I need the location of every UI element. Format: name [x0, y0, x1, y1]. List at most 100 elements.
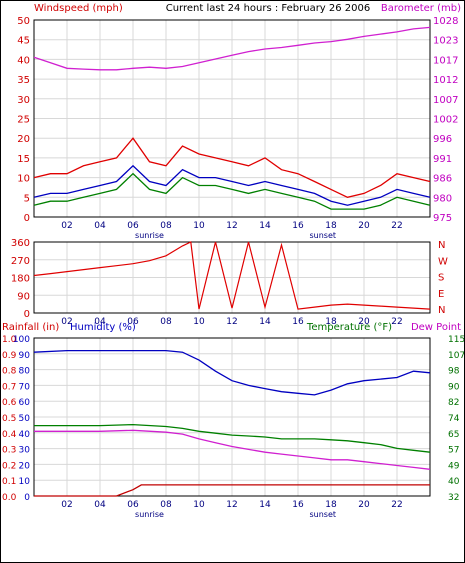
humidity-tick-label: 70	[19, 382, 31, 392]
x-tick-label: 06	[127, 317, 139, 327]
series-line-temp-1	[34, 423, 431, 453]
humidity-axis-title: Humidity (%)	[70, 322, 136, 333]
series-line-rain-3	[34, 484, 430, 497]
baro-tick-label: 1012	[433, 75, 458, 86]
baro-tick-label: 996	[433, 134, 452, 145]
x-tick-label: 22	[391, 500, 402, 510]
baro-tick-label: 1023	[433, 36, 458, 47]
x-tick-label: 14	[259, 500, 271, 510]
baro-tick-label: 986	[433, 174, 452, 185]
x-tick-label: 16	[292, 500, 304, 510]
x-tick-label: 16	[292, 317, 304, 327]
series-line-0	[33, 26, 431, 71]
direction-line	[33, 241, 431, 310]
humidity-tick-label: 30	[19, 446, 31, 456]
x-tick-label: 10	[193, 221, 205, 231]
compass-label: E	[438, 289, 444, 300]
rain-tick-label: 0.2	[2, 461, 16, 471]
x-tick-label: 08	[160, 221, 172, 231]
temp-tick-label: 65	[448, 430, 459, 440]
x-tick-label: 14	[259, 317, 271, 327]
sunrise-label: sunrise	[135, 231, 164, 240]
wind-tick-label: 40	[17, 55, 30, 66]
x-tick-label: 12	[226, 500, 237, 510]
sunset-label: sunset	[309, 510, 336, 519]
temp-tick-label: 90	[448, 382, 460, 392]
wind-tick-label: 50	[17, 16, 30, 27]
temp-tick-label: 98	[448, 367, 460, 377]
baro-tick-label: 1002	[433, 115, 458, 126]
rain-tick-label: 0.8	[2, 367, 17, 377]
x-tick-label: 20	[358, 500, 370, 510]
humidity-tick-label: 60	[19, 398, 31, 408]
compass-label: N	[438, 305, 445, 316]
rain-tick-label: 0.6	[2, 398, 17, 408]
compass-label: W	[438, 256, 448, 267]
humidity-tick-label: 80	[19, 367, 31, 377]
series-line-humidity-0	[33, 349, 431, 396]
x-tick-label: 20	[358, 221, 370, 231]
temp-tick-label: 49	[448, 461, 460, 471]
rain-tick-label: 0.7	[2, 382, 16, 392]
x-tick-label: 02	[61, 317, 72, 327]
direction-tick-label: 360	[11, 238, 30, 249]
rain-tick-label: 1.0	[2, 335, 17, 345]
x-tick-label: 02	[61, 500, 72, 510]
direction-tick-label: 90	[17, 291, 30, 302]
rain-tick-label: 0.0	[2, 493, 17, 503]
series-line-temp-2	[34, 429, 431, 470]
x-tick-label: 10	[193, 317, 205, 327]
humidity-tick-label: 100	[13, 335, 30, 345]
rain-tick-label: 0.4	[2, 430, 17, 440]
x-tick-label: 08	[160, 317, 172, 327]
wind-direction-grid	[34, 242, 430, 313]
x-tick-label: 04	[94, 500, 106, 510]
rain-tick-label: 0.9	[2, 351, 17, 361]
direction-tick-label: 180	[11, 274, 30, 285]
x-tick-label: 14	[259, 221, 271, 231]
wind-tick-label: 20	[17, 134, 30, 145]
temp-tick-label: 40	[448, 477, 460, 487]
x-tick-label: 12	[226, 317, 237, 327]
humidity-tick-label: 10	[19, 477, 31, 487]
temp-tick-label: 107	[448, 351, 465, 361]
compass-label: N	[438, 240, 445, 251]
series-line-2	[33, 164, 431, 206]
compass-label: S	[438, 273, 444, 284]
sunrise-label: sunrise	[135, 510, 164, 519]
x-tick-label: 02	[61, 221, 72, 231]
baro-tick-label: 980	[433, 193, 452, 204]
temperature-axis-title: Temperature (°F)	[306, 322, 392, 333]
baro-tick-label: 991	[433, 154, 452, 165]
x-tick-label: 18	[325, 500, 337, 510]
humidity-tick-label: 40	[19, 430, 31, 440]
wind-tick-label: 5	[24, 193, 30, 204]
wind-tick-label: 30	[17, 95, 30, 106]
sunset-label: sunset	[309, 231, 336, 240]
humidity-tick-label: 20	[19, 461, 31, 471]
temp-tick-label: 74	[448, 414, 460, 424]
baro-tick-label: 1007	[433, 95, 458, 106]
x-tick-label: 10	[193, 500, 205, 510]
wind-baro-grid	[34, 20, 430, 217]
wind-tick-label: 45	[17, 36, 30, 47]
humidity-tick-label: 50	[19, 414, 31, 424]
x-tick-label: 04	[94, 317, 106, 327]
x-tick-label: 22	[391, 317, 402, 327]
x-tick-label: 12	[226, 221, 237, 231]
humidity-temp-plot-frame	[33, 337, 431, 497]
baro-tick-label: 1017	[433, 55, 458, 66]
direction-tick-label: 0	[24, 309, 30, 320]
wind-tick-label: 35	[17, 75, 30, 86]
humidity-tick-label: 0	[24, 493, 30, 503]
temp-tick-label: 115	[448, 335, 465, 345]
x-tick-label: 18	[325, 221, 337, 231]
wind-direction-plot-frame	[33, 241, 431, 314]
x-tick-label: 22	[391, 221, 402, 231]
wind-tick-label: 25	[17, 115, 30, 126]
direction-tick-label: 270	[11, 256, 30, 267]
wind-baro-plot-frame	[33, 19, 431, 218]
wind-tick-label: 10	[17, 174, 30, 185]
x-tick-label: 18	[325, 317, 337, 327]
